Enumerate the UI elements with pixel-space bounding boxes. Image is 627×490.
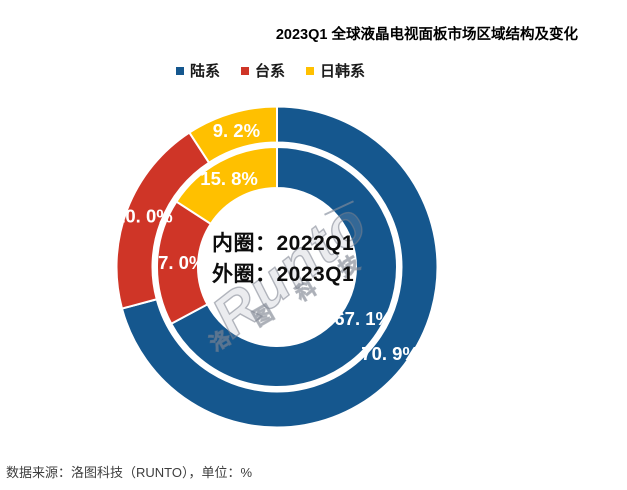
legend-swatch [176, 66, 184, 75]
chart-title: 2023Q1 全球液晶电视面板市场区域结构及变化 [275, 27, 578, 43]
donut-segment-label: 9. 2% [213, 120, 260, 141]
donut-segment-2023Q1-陆系 [120, 105, 439, 429]
legend-swatch [306, 66, 315, 75]
legend: 陆系 台系 日韩系 [176, 60, 365, 81]
center-annotation-outer-ring: 外圈：2023Q1 [212, 263, 355, 286]
legend-label: 日韩系 [320, 63, 366, 80]
donut-segment-label: 70. 9% [361, 343, 419, 364]
legend-label: 陆系 [190, 63, 221, 80]
legend-label: 台系 [255, 63, 286, 80]
legend-swatch [241, 66, 250, 75]
donut-segment-2023Q1-日韩系 [187, 105, 278, 165]
center-annotation-inner-ring: 内圈：2022Q1 [212, 232, 355, 255]
donut-segment-label: 15. 8% [200, 168, 258, 189]
donut-segment-label: 67. 1% [334, 308, 392, 329]
donut-segment-2022Q1-日韩系 [175, 145, 278, 226]
legend-item: 陆系 [176, 60, 220, 81]
legend-item: 台系 [241, 60, 285, 81]
donut-segment-label: 20. 0% [115, 206, 173, 227]
legend-item: 日韩系 [306, 60, 365, 81]
data-source: 数据来源：洛图科技（RUNTO），单位：% [6, 465, 253, 480]
donut-segment-label: 17. 0% [148, 252, 206, 273]
center-annotation: 内圈：2022Q1 外圈：2023Q1 [212, 228, 354, 290]
